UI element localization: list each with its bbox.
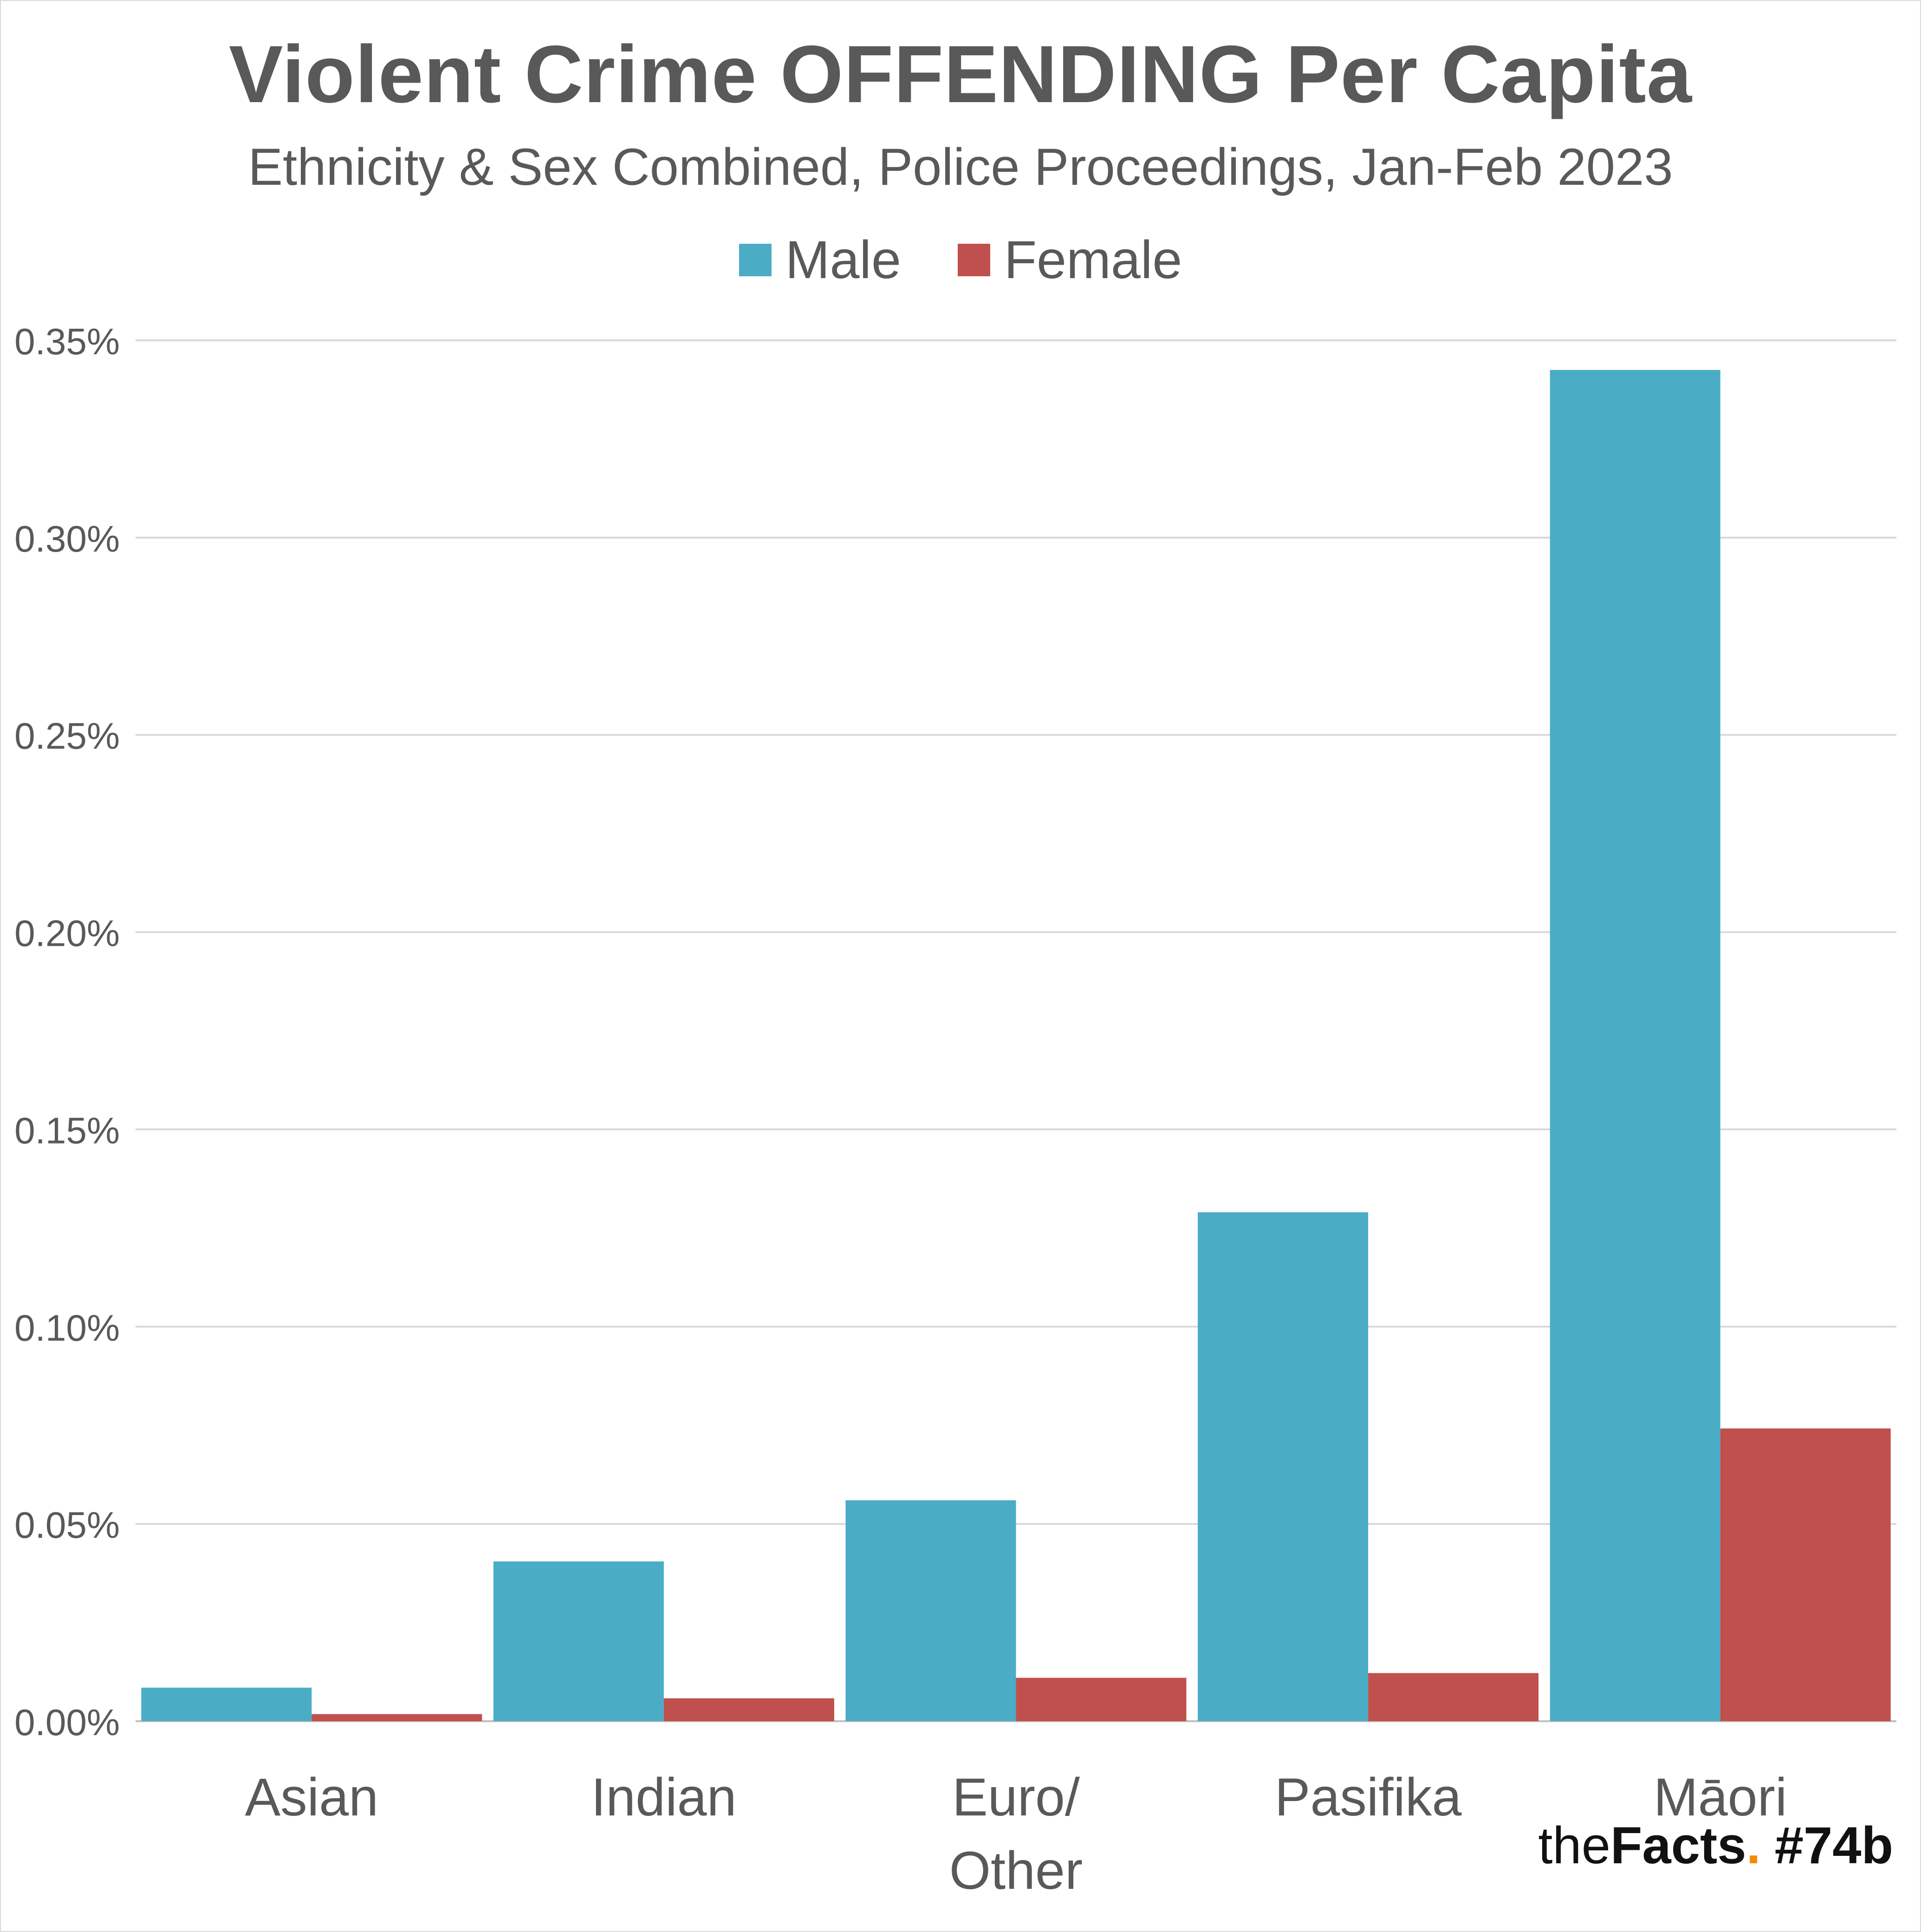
chart-title: Violent Crime OFFENDING Per Capita <box>228 29 1693 120</box>
legend-label-male: Male <box>785 230 901 290</box>
bar-female <box>1368 1673 1539 1721</box>
brand-logo: theFacts. #74b <box>1538 1815 1893 1875</box>
x-tick-label: Māori <box>1654 1768 1787 1827</box>
bar-female <box>1016 1678 1187 1721</box>
brand-tag: #74b <box>1774 1816 1893 1874</box>
y-tick-label: 0.10% <box>14 1307 120 1348</box>
bar-female <box>1720 1428 1891 1721</box>
bar-male <box>493 1561 664 1721</box>
x-tick-label: Pasifika <box>1275 1768 1462 1827</box>
y-tick-label: 0.30% <box>14 518 120 559</box>
bar-male <box>1198 1212 1369 1721</box>
y-tick-label: 0.15% <box>14 1110 120 1151</box>
legend-label-female: Female <box>1004 230 1182 290</box>
legend-item-female: Female <box>957 229 1182 291</box>
x-tick-label: Other <box>949 1841 1083 1900</box>
x-tick-label: Indian <box>591 1768 736 1827</box>
bar-female <box>663 1698 834 1721</box>
legend: Male Female <box>0 228 1921 291</box>
brand-the: the <box>1538 1816 1611 1874</box>
chart-subtitle: Ethnicity & Sex Combined, Police Proceed… <box>248 138 1673 196</box>
y-tick-label: 0.00% <box>14 1702 120 1743</box>
bar-male <box>845 1500 1016 1721</box>
legend-swatch-male <box>739 244 772 276</box>
bar-female <box>312 1714 482 1721</box>
brand-facts: Facts <box>1610 1816 1746 1874</box>
x-tick-label: Euro/ <box>952 1768 1080 1827</box>
y-tick-label: 0.25% <box>14 716 120 757</box>
x-tick-label: Asian <box>245 1768 378 1827</box>
brand-dot: . <box>1746 1816 1761 1874</box>
bar-male <box>141 1687 312 1721</box>
y-tick-label: 0.05% <box>14 1504 120 1546</box>
legend-item-male: Male <box>739 229 901 291</box>
y-tick-label: 0.20% <box>14 913 120 954</box>
y-tick-label: 0.35% <box>14 321 120 362</box>
legend-swatch-female <box>957 244 990 276</box>
bar-male <box>1550 370 1720 1722</box>
